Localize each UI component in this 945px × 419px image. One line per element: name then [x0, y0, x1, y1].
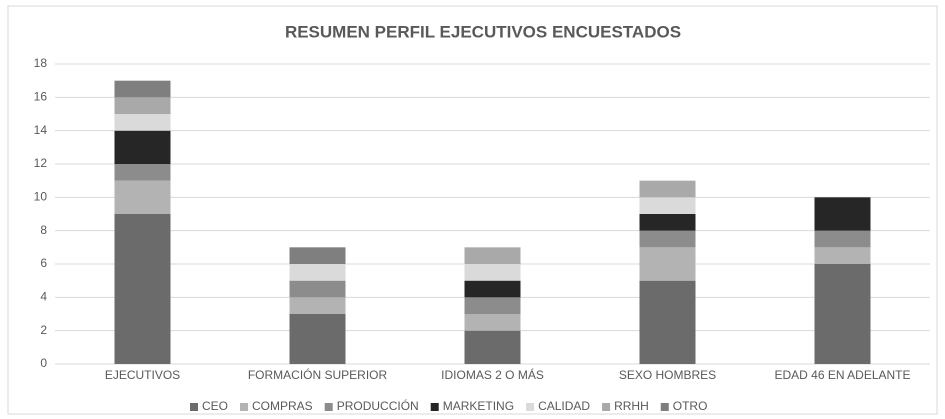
bar-segment: [289, 297, 346, 314]
bar-segment: [639, 280, 696, 364]
bar-segment: [289, 247, 346, 264]
bar-segment: [814, 230, 871, 248]
bar-segment: [289, 314, 346, 364]
bar-segment: [464, 247, 521, 264]
bar-segment: [814, 264, 871, 364]
legend-swatch: [324, 403, 333, 411]
bar-segment: [639, 230, 696, 248]
y-tick-label: 12: [34, 156, 48, 170]
legend-label: MARKETING: [443, 399, 514, 413]
legend-swatch: [526, 403, 535, 411]
bar-segment: [464, 314, 521, 331]
x-tick-label: SEXO HOMBRES: [619, 368, 716, 382]
bar-segment: [639, 180, 696, 198]
legend-swatch: [660, 403, 669, 411]
bar-segment: [814, 247, 871, 264]
bar-segment: [639, 197, 696, 214]
legend-label: CEO: [202, 399, 228, 413]
x-tick-label: IDIOMAS 2 O MÁS: [441, 367, 544, 382]
bar-segment: [639, 247, 696, 281]
y-tick-label: 16: [34, 90, 48, 104]
bar-segment: [114, 114, 171, 131]
bar-segment: [114, 130, 171, 164]
bar-segment: [464, 264, 521, 281]
y-tick-label: 0: [40, 356, 47, 370]
bar-segment: [289, 264, 346, 281]
legend-swatch: [240, 403, 249, 411]
legend-label: RRHH: [614, 399, 649, 413]
x-tick-label: EJECUTIVOS: [105, 368, 180, 382]
bar-segment: [114, 80, 171, 98]
chart-title: RESUMEN PERFIL EJECUTIVOS ENCUESTADOS: [285, 22, 681, 41]
bar-segment: [114, 164, 171, 181]
legend-label: COMPRAS: [252, 399, 313, 413]
bar-segment: [289, 280, 346, 298]
y-tick-label: 14: [34, 123, 48, 137]
bar-segment: [464, 330, 521, 364]
bar-segment: [464, 280, 521, 298]
legend-swatch: [430, 403, 439, 411]
legend-swatch: [190, 403, 198, 411]
y-tick-label: 8: [40, 223, 47, 237]
legend-swatch: [602, 403, 611, 411]
bar-segment: [114, 180, 171, 214]
bar-segment: [464, 297, 521, 314]
y-tick-label: 18: [34, 56, 48, 70]
bar-segment: [114, 214, 171, 364]
legend-label: OTRO: [673, 399, 708, 413]
y-tick-label: 4: [40, 290, 47, 304]
y-tick-label: 2: [40, 323, 47, 337]
bar-segment: [639, 214, 696, 231]
legend-label: PRODUCCIÓN: [337, 398, 419, 413]
y-tick-label: 6: [40, 256, 47, 270]
bar-segment: [814, 197, 871, 231]
legend-label: CALIDAD: [538, 399, 590, 413]
y-tick-label: 10: [34, 190, 48, 204]
x-tick-label: FORMACIÓN SUPERIOR: [248, 367, 388, 382]
x-tick-label: EDAD 46 EN ADELANTE: [774, 368, 910, 382]
bar-segment: [114, 97, 171, 114]
